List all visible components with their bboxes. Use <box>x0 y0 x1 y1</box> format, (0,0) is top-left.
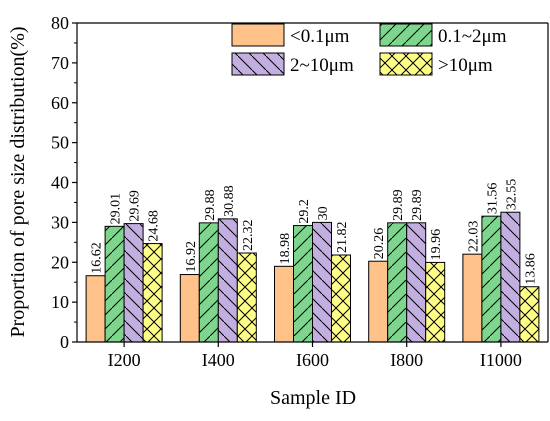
data-label-I800-series-3: 19.96 <box>429 229 444 261</box>
bar-hatch-I1000-series-3 <box>519 286 539 342</box>
legend-swatch-0 <box>231 23 285 47</box>
labels-layer: 16.62 29.01 29.69 24.68 16.92 29.88 30.88 22.32… <box>90 179 539 285</box>
bar-I200-series-0 <box>85 275 106 343</box>
data-label-I1000-series-0: 22.03 <box>466 221 481 253</box>
x-tick-label-I600: I600 <box>296 350 329 370</box>
y-tick-label-10: 10 <box>51 292 69 312</box>
y-tick-label-80: 80 <box>51 13 69 33</box>
data-label-I400-series-3: 22.32 <box>241 219 256 250</box>
bar-hatch-I400-series-3 <box>237 252 257 342</box>
data-label-I400-series-0: 16.92 <box>184 241 199 273</box>
y-axis-title: Proportion of pore size distribution(%) <box>7 26 29 337</box>
data-label-I800-series-0: 20.26 <box>372 228 387 260</box>
bar-hatch-I200-series-3 <box>143 243 163 342</box>
x-tick-label-I400: I400 <box>202 350 235 370</box>
axes-layer: 0 10 20 30 40 50 60 70 80 I200 I400 I600 I800 I1000 <box>51 13 549 370</box>
data-label-I800-series-1: 29.89 <box>391 189 406 221</box>
bar-hatch-I400-series-2 <box>218 218 238 342</box>
bar-hatch-I600-series-3 <box>331 254 351 342</box>
legend: <0.1μm 0.1~2μm 2~10μm >10μm <box>231 23 507 76</box>
x-tick-label-I200: I200 <box>108 350 141 370</box>
bar-I600-series-0 <box>274 265 294 343</box>
y-tick-label-20: 20 <box>51 252 69 272</box>
data-label-I600-series-3: 21.82 <box>335 221 350 253</box>
legend-swatch-hatch-2 <box>232 53 284 75</box>
bar-hatch-I800-series-2 <box>406 222 426 342</box>
bar-hatch-I200-series-1 <box>105 226 125 342</box>
bar-hatch-I1000-series-2 <box>500 212 520 342</box>
y-tick-label-30: 30 <box>51 212 69 232</box>
legend-label-2: 2~10μm <box>290 55 354 76</box>
y-tick-label-40: 40 <box>51 173 69 193</box>
data-label-I600-series-2: 30 <box>316 206 331 220</box>
bar-I400-series-0 <box>179 274 200 343</box>
legend-label-1: 0.1~2μm <box>438 26 507 47</box>
bar-hatch-I200-series-2 <box>124 223 144 342</box>
legend-swatch-hatch-1 <box>380 24 432 46</box>
data-label-I200-series-1: 29.01 <box>109 193 124 225</box>
data-label-I200-series-0: 16.62 <box>90 242 105 274</box>
legend-label-3: >10μm <box>438 55 493 76</box>
data-label-I200-series-2: 29.69 <box>128 190 143 222</box>
bar-hatch-I400-series-1 <box>199 222 219 342</box>
bar-hatch-I600-series-1 <box>293 225 313 342</box>
bar-I800-series-0 <box>368 260 389 343</box>
bar-I1000-series-0 <box>462 253 483 343</box>
y-tick-label-50: 50 <box>51 133 69 153</box>
y-tick-label-0: 0 <box>60 332 69 352</box>
data-label-I400-series-2: 30.88 <box>222 185 237 216</box>
data-label-I200-series-3: 24.68 <box>147 210 162 242</box>
data-label-I800-series-2: 29.89 <box>410 189 425 221</box>
bar-hatch-I1000-series-1 <box>481 216 501 342</box>
x-tick-label-I800: I800 <box>390 350 423 370</box>
data-label-I1000-series-1: 31.56 <box>485 183 500 215</box>
data-label-I600-series-0: 18.98 <box>278 233 293 265</box>
data-label-I1000-series-3: 13.86 <box>523 253 538 285</box>
y-tick-label-60: 60 <box>51 93 69 113</box>
data-label-I400-series-1: 29.88 <box>203 189 218 221</box>
bar-hatch-I800-series-1 <box>387 222 407 342</box>
bar-hatch-I800-series-3 <box>425 262 445 342</box>
bar-hatch-I600-series-2 <box>312 222 332 342</box>
data-label-I600-series-1: 29.2 <box>297 199 312 224</box>
x-tick-label-I1000: I1000 <box>480 350 522 370</box>
legend-label-0: <0.1μm <box>290 26 350 47</box>
x-axis-title: Sample ID <box>270 387 356 409</box>
data-label-I1000-series-2: 32.55 <box>504 179 519 211</box>
legend-swatch-hatch-3 <box>380 53 432 75</box>
y-tick-label-70: 70 <box>51 53 69 73</box>
